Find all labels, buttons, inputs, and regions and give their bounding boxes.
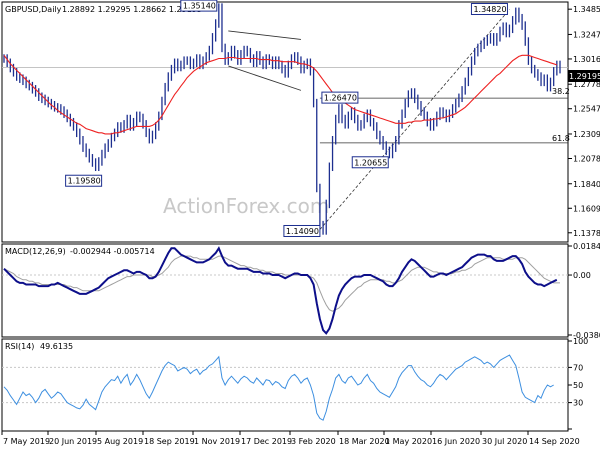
channel-line [228,65,302,91]
annotation-label: 1.14090 [286,227,319,236]
annotation-label: 1.19580 [68,177,101,186]
annotation-box [470,3,508,16]
x-tick-label: 5 Aug 2019 [97,437,143,446]
rsi-title: RSI(14) [5,342,34,351]
annotation-label: 1.35140 [183,2,216,11]
x-tick-label: 18 Mar 2020 [339,437,390,446]
price-y-tick-label: 1.32470 [573,30,600,39]
fib-level-label: 61.8 [552,134,570,143]
x-tick-label: 20 Jun 2019 [49,437,97,446]
chart-title: GBPUSD,Daily [5,5,62,14]
macd-y-tick-label: 0.018442 [573,242,600,251]
x-tick-label: 3 Feb 2020 [291,437,336,446]
rsi-line [3,354,554,421]
rsi-y-tick-label: 30 [573,399,583,408]
macd-signal-line [3,255,560,312]
annotation-box [321,91,359,104]
watermark: ActionForex.com [163,194,329,218]
macd-pane-border [1,243,569,338]
macd-main-line [3,246,558,335]
rsi-pane: RSI(14) 49.6135 100 70 50 30 [1,337,588,432]
x-tick-label: 14 Sep 2020 [529,437,580,446]
x-tick-label: 17 Dec 2019 [241,437,292,446]
moving-average-line [3,54,557,135]
price-y-tick-label: 1.30160 [573,55,600,64]
macd-y-tick-label: -0.038095 [573,331,600,340]
rsi-y-tick-label: 70 [573,363,583,372]
price-y-tick-label: 1.13780 [573,229,600,238]
price-y-tick-label: 1.18400 [573,180,600,189]
x-tick-label: 18 Sep 2019 [144,437,195,446]
current-price-box [568,70,600,82]
annotation-box [283,224,321,237]
ohlc-readout: 1.28892 1.29295 1.28662 1.29195 [62,5,202,14]
price-pane: GBPUSD,Daily 1.28892 1.29295 1.28662 1.2… [1,0,600,243]
channel-line [228,30,302,40]
rsi-y-tick-label: 100 [573,337,588,346]
price-y-tick-label: 1.25470 [573,105,600,114]
macd-values: -0.002944 -0.005714 [70,247,155,256]
x-tick-label: 30 Jul 2020 [482,437,527,446]
x-tick-label: 7 May 2019 [3,437,50,446]
current-price-tag: 1.29195 [568,70,600,82]
x-tick-label: 1 Nov 2019 [194,437,240,446]
current-price-label: 1.29195 [569,72,600,81]
annotation-label: 1.26470 [324,94,357,103]
macd-title: MACD(12,26,9) [5,247,66,256]
macd-y-tick-label: 0.00 [573,271,591,280]
x-tick-label: 1 May 2020 [385,437,432,446]
price-y-tick-label: 1.23090 [573,130,600,139]
x-tick-label: 16 Jun 2020 [432,437,480,446]
fib-level-label: 38.2 [552,87,570,96]
macd-pane: MACD(12,26,9) -0.002944 -0.005714 0.0184… [1,242,600,340]
price-y-tick-label: 1.34850 [573,5,600,14]
rsi-y-tick-label: 50 [573,381,583,390]
annotation-label: 1.20655 [354,158,387,167]
rsi-values: 49.6135 [40,342,73,351]
price-y-tick-label: 1.27780 [573,80,600,89]
annotation-box [65,174,103,187]
price-pane-border [1,1,569,243]
annotation-box [351,156,389,169]
price-y-tick-label: 1.20780 [573,154,600,163]
annotation-box [180,0,218,12]
annotation-label: 1.34820 [473,5,506,14]
price-y-tick-label: 1.16090 [573,204,600,213]
